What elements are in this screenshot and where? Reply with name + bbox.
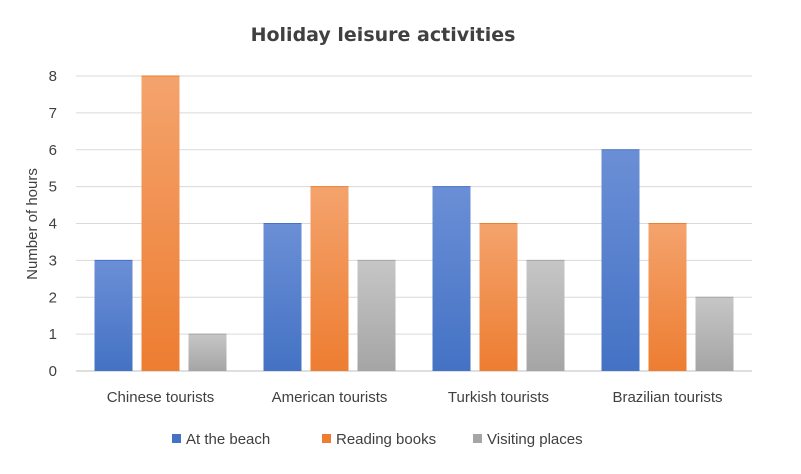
bar: [432, 186, 471, 371]
legend-swatch: [172, 434, 181, 443]
y-tick-label: 6: [49, 142, 57, 159]
legend: At the beach Reading books Visiting places: [172, 431, 583, 448]
y-tick-label: 8: [49, 68, 57, 85]
bar: [263, 223, 302, 371]
y-tick-label: 1: [49, 326, 57, 343]
y-tick-label: 7: [49, 105, 57, 122]
legend-label: At the beach: [186, 431, 270, 448]
x-category-label: Turkish tourists: [448, 389, 549, 406]
y-tick-label: 0: [49, 363, 57, 380]
x-category-label: Brazilian tourists: [612, 389, 722, 406]
y-tick-label: 4: [49, 216, 57, 233]
bars: [94, 75, 734, 371]
x-category-label: Chinese tourists: [107, 389, 215, 406]
y-tick-label: 2: [49, 289, 57, 306]
legend-label: Visiting places: [487, 431, 583, 448]
bar: [188, 334, 227, 371]
x-category-label: American tourists: [272, 389, 388, 406]
bar: [695, 297, 734, 371]
y-axis-ticks: 0 1 2 3 4 5 6 7 8: [49, 68, 57, 380]
bar: [648, 223, 687, 371]
bar: [141, 76, 180, 371]
y-tick-label: 5: [49, 179, 57, 196]
legend-label: Reading books: [336, 431, 436, 448]
bar: [601, 149, 640, 371]
bar: [357, 260, 396, 371]
chart-title: Holiday leisure activities: [251, 24, 516, 46]
legend-swatch: [322, 434, 331, 443]
bar: [310, 186, 349, 371]
bar: [479, 223, 518, 371]
bar: [94, 260, 133, 371]
legend-swatch: [473, 434, 482, 443]
y-tick-label: 3: [49, 252, 57, 269]
y-axis-label: Number of hours: [24, 168, 41, 280]
bar: [526, 260, 565, 371]
x-axis-categories: Chinese tourists American tourists Turkish…: [107, 389, 723, 406]
